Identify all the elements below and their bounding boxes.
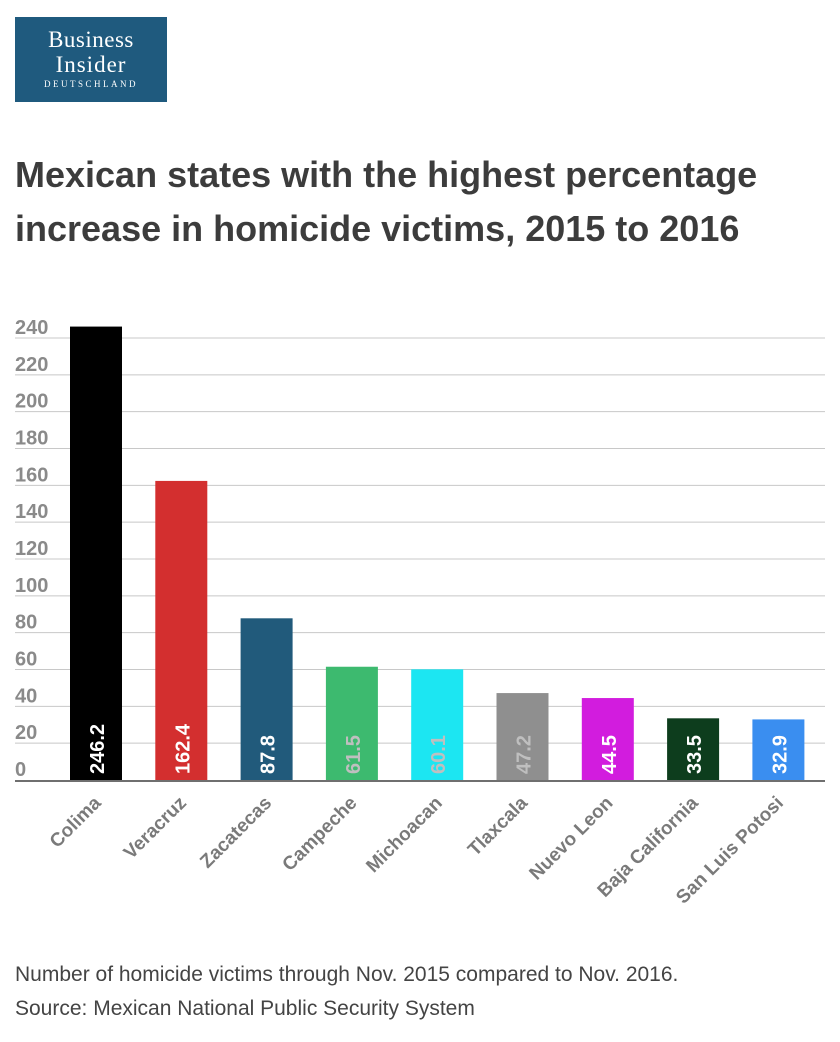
bar xyxy=(667,718,720,780)
chart-title: Mexican states with the highest percenta… xyxy=(15,154,758,249)
data-label: 33.5 xyxy=(684,735,706,774)
y-tick-label: 120 xyxy=(15,538,48,560)
x-tick-label: Veracruz xyxy=(120,793,191,864)
y-tick-label: 60 xyxy=(15,649,37,671)
data-label: 44.5 xyxy=(599,735,621,774)
y-tick-label: 40 xyxy=(15,685,37,707)
x-tick-label: Michoacan xyxy=(362,793,446,877)
bar xyxy=(155,480,208,780)
x-tick-label: Zacatecas xyxy=(196,793,276,873)
y-tick-label: 20 xyxy=(15,722,37,744)
data-label: 87.8 xyxy=(258,735,280,774)
footnote-source: Source: Mexican National Public Security… xyxy=(15,997,475,1020)
data-label: 60.1 xyxy=(428,735,450,774)
bar xyxy=(70,326,122,780)
y-tick-label: 200 xyxy=(15,391,48,413)
y-tick-label: 240 xyxy=(15,317,48,339)
footnote: Number of homicide victims through Nov. … xyxy=(15,958,678,1026)
data-label: 32.9 xyxy=(769,735,791,774)
data-label: 246.2 xyxy=(87,724,109,774)
data-label: 61.5 xyxy=(343,735,365,774)
y-tick-label: 180 xyxy=(15,428,48,450)
y-tick-label: 160 xyxy=(15,464,48,486)
logo-line-3: DEUTSCHLAND xyxy=(44,79,138,89)
y-tick-label: 140 xyxy=(15,501,48,523)
bar xyxy=(240,618,293,780)
x-tick-label: Colima xyxy=(46,792,106,852)
y-tick-label: 0 xyxy=(15,759,26,781)
data-label: 47.2 xyxy=(514,735,536,774)
bar xyxy=(496,693,549,780)
bar xyxy=(752,719,805,780)
footnote-note: Number of homicide victims through Nov. … xyxy=(15,963,679,986)
business-insider-logo: Business Insider DEUTSCHLAND xyxy=(15,17,167,102)
data-label: 162.4 xyxy=(172,723,194,774)
logo-line-1: Business xyxy=(48,27,134,52)
x-tick-label: Campeche xyxy=(279,793,362,876)
bar xyxy=(581,698,634,780)
y-tick-label: 220 xyxy=(15,354,48,376)
x-tick-label: Nuevo Leon xyxy=(526,793,618,885)
y-tick-label: 80 xyxy=(15,612,37,634)
y-tick-label: 100 xyxy=(15,575,48,597)
logo-line-2: Insider xyxy=(55,52,127,77)
bar xyxy=(411,669,464,780)
bar xyxy=(325,666,378,780)
x-tick-label: Tlaxcala xyxy=(464,792,532,860)
